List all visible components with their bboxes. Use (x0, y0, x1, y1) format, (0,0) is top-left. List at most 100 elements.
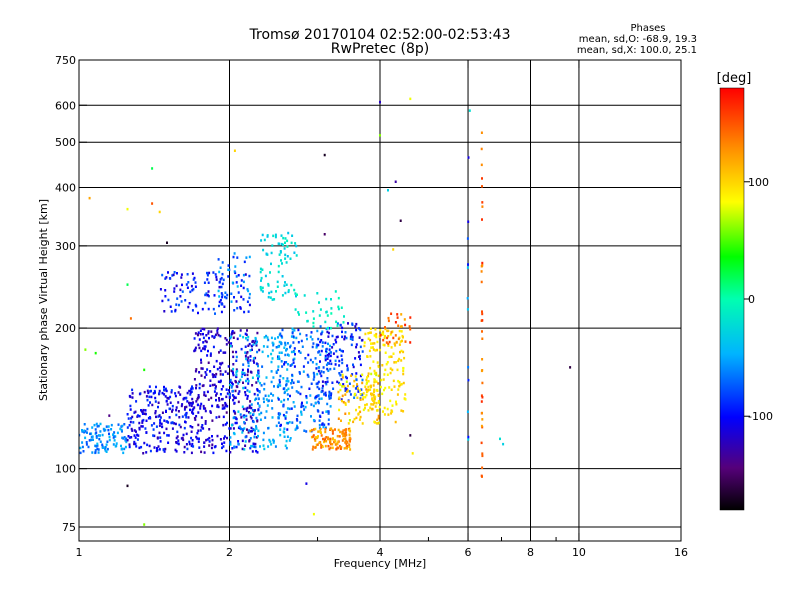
data-point (219, 369, 222, 373)
data-point (223, 406, 226, 409)
data-point (122, 451, 125, 455)
data-point (387, 342, 390, 346)
data-point (467, 263, 469, 266)
data-point (246, 389, 249, 392)
data-point (209, 352, 212, 355)
data-point (235, 300, 238, 303)
data-point (191, 402, 194, 405)
data-point (351, 338, 354, 341)
data-point (247, 368, 249, 371)
data-point (228, 268, 231, 272)
data-point (336, 322, 339, 325)
data-point (315, 343, 318, 346)
data-point (148, 385, 151, 388)
data-point (148, 416, 151, 419)
data-point (343, 447, 346, 450)
data-point (316, 329, 319, 333)
data-point (104, 446, 107, 449)
data-point (371, 342, 374, 345)
data-point (402, 381, 405, 385)
data-point (279, 412, 282, 416)
data-point (231, 447, 234, 450)
data-point (166, 241, 168, 244)
data-point (409, 316, 412, 319)
data-point (221, 261, 224, 264)
data-point (300, 339, 303, 343)
data-point (103, 429, 106, 432)
data-point (324, 341, 327, 345)
data-point (218, 281, 221, 284)
data-point (373, 396, 376, 399)
data-point (370, 385, 372, 389)
data-point (173, 422, 176, 425)
data-point (392, 248, 395, 251)
data-point (293, 288, 296, 292)
data-point (126, 207, 129, 211)
data-point (367, 380, 370, 383)
data-point (341, 358, 344, 361)
data-point (318, 387, 321, 391)
data-point (387, 319, 390, 323)
data-point (132, 421, 135, 424)
data-point (404, 398, 407, 401)
data-point (181, 290, 184, 293)
data-point (200, 374, 203, 377)
data-point (145, 431, 148, 434)
data-point (197, 411, 200, 414)
data-point (344, 437, 347, 440)
data-point (356, 396, 359, 399)
data-point (232, 431, 235, 435)
data-point (244, 386, 247, 389)
data-point (332, 343, 335, 346)
data-point (365, 393, 368, 397)
data-point (214, 333, 217, 337)
data-point (389, 399, 392, 403)
data-point (112, 436, 115, 439)
data-point (275, 346, 278, 349)
data-point (199, 333, 202, 336)
data-point (331, 432, 334, 435)
data-point (373, 388, 376, 391)
data-point (224, 370, 227, 373)
data-point (338, 396, 341, 399)
data-point (171, 421, 174, 425)
data-point (287, 231, 290, 235)
data-point (481, 369, 484, 372)
data-point (185, 412, 188, 416)
data-point (480, 163, 483, 167)
data-point (285, 383, 288, 386)
data-point (337, 390, 340, 394)
data-point (396, 316, 399, 319)
data-point (193, 406, 196, 409)
data-point (81, 429, 83, 432)
data-point (204, 409, 207, 413)
data-point (292, 361, 295, 364)
data-point (95, 422, 98, 426)
data-point (116, 431, 119, 435)
data-point (235, 359, 238, 362)
data-point (203, 376, 206, 379)
data-point (230, 381, 233, 385)
data-point (246, 428, 248, 431)
data-point (390, 412, 393, 415)
data-point (377, 417, 380, 420)
data-point (361, 422, 364, 425)
data-point (466, 266, 469, 269)
data-point (409, 328, 412, 331)
data-point (278, 351, 281, 354)
data-point (382, 343, 385, 347)
data-point (314, 427, 317, 431)
data-point (344, 393, 347, 396)
data-point (325, 349, 327, 353)
data-point (260, 279, 262, 282)
data-point (270, 370, 273, 373)
data-point (229, 436, 232, 439)
data-point (261, 365, 264, 368)
data-point (291, 363, 294, 366)
data-point (339, 388, 342, 392)
data-point (110, 423, 113, 427)
data-point (107, 428, 110, 432)
data-point (334, 338, 337, 342)
data-point (306, 319, 309, 323)
